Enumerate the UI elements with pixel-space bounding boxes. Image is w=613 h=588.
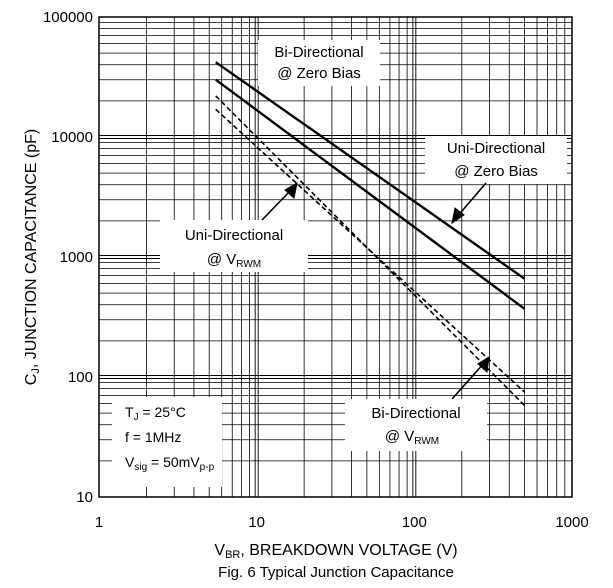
- annotation-uni-zero-line2: @ Zero Bias: [454, 163, 538, 180]
- annotation-uni-vrwm-line2: @ VRWM: [207, 251, 261, 270]
- condition-tj-main: T: [125, 404, 134, 420]
- y-tick-label: 100: [68, 369, 93, 386]
- annotation-bg-uni-vrwm: [160, 220, 308, 272]
- annotation-bg-bi-vrwm: [345, 399, 487, 451]
- plot-frame: [98, 16, 573, 498]
- annotation-bi-vrwm-line2: @ VRWM: [385, 428, 439, 447]
- y-axis-label-sub: J: [30, 368, 42, 374]
- x-tick-label: 10: [248, 514, 265, 531]
- annotation-bg-uni-zero: [425, 136, 567, 184]
- arrow-bi-vrwm-head: [477, 356, 490, 373]
- condition-vsig-mid: = 50mV: [147, 454, 200, 470]
- x-axis-label: VBR, BREAKDOWN VOLTAGE (V): [214, 542, 457, 561]
- annotation-bi-vrwm-at: @ V: [385, 428, 414, 445]
- arrow-bi-vrwm: [451, 361, 486, 400]
- condition-vsig-sub2: p-p: [200, 462, 215, 473]
- x-axis-label-sub: BR: [225, 549, 240, 561]
- y-tick-label: 10: [76, 489, 93, 506]
- x-tick-label: 1000: [555, 514, 588, 531]
- annotation-uni-vrwm-at: @ V: [207, 251, 236, 268]
- y-axis-label-main: C: [23, 374, 40, 386]
- annotation-bi-zero-line2: @ Zero Bias: [277, 65, 361, 82]
- condition-tj: TJ = 25°C: [125, 404, 186, 423]
- x-tick-label: 100: [402, 514, 427, 531]
- arrow-uni-zero-head: [451, 207, 465, 225]
- y-tick-label: 1000: [60, 249, 93, 266]
- y-axis-label-rest: , JUNCTION CAPACITANCE (pF): [23, 129, 40, 368]
- annotation-uni-vrwm-sub: RWM: [236, 259, 261, 270]
- annotation-bi-vrwm-sub: RWM: [414, 436, 439, 447]
- x-tick-labels: 1 10 100 1000: [95, 514, 589, 531]
- y-tick-label: 10000: [51, 129, 93, 146]
- series-line-1: [214, 78, 526, 310]
- y-tick-label: 100000: [43, 9, 93, 26]
- x-axis-label-rest: , BREAKDOWN VOLTAGE (V): [240, 542, 457, 559]
- x-axis-label-main: V: [214, 542, 225, 559]
- annotation-bi-vrwm-line1: Bi-Directional: [371, 405, 460, 422]
- figure-caption: Fig. 6 Typical Junction Capacitance: [218, 564, 454, 581]
- annotation-bi-zero-line1: Bi-Directional: [274, 44, 363, 61]
- annotation-uni-zero-line1: Uni-Directional: [447, 140, 545, 157]
- annotation-arrows: [261, 182, 490, 400]
- annotation-uni-vrwm-line1: Uni-Directional: [185, 227, 283, 244]
- annotation-bg-bi-zero: [258, 40, 380, 86]
- series-line-0: [215, 61, 526, 280]
- series-line-3: [215, 108, 526, 393]
- arrow-uni-vrwm: [261, 187, 294, 221]
- y-tick-labels: 10 100 1000 10000 100000: [43, 9, 93, 506]
- conditions-bg: [112, 397, 222, 487]
- condition-vsig-main: V: [125, 454, 135, 470]
- condition-tj-sub: J: [134, 412, 139, 423]
- x-tick-label: 1: [95, 514, 103, 531]
- condition-vsig-sub: sig: [134, 462, 147, 473]
- series-layer: [214, 61, 526, 406]
- condition-tj-rest: = 25°C: [139, 404, 186, 420]
- y-axis-label: CJ, JUNCTION CAPACITANCE (pF): [23, 129, 42, 385]
- arrow-uni-vrwm-head: [284, 182, 298, 199]
- condition-vsig: Vsig = 50mVp-p: [125, 454, 215, 473]
- condition-freq: f = 1MHz: [125, 429, 181, 445]
